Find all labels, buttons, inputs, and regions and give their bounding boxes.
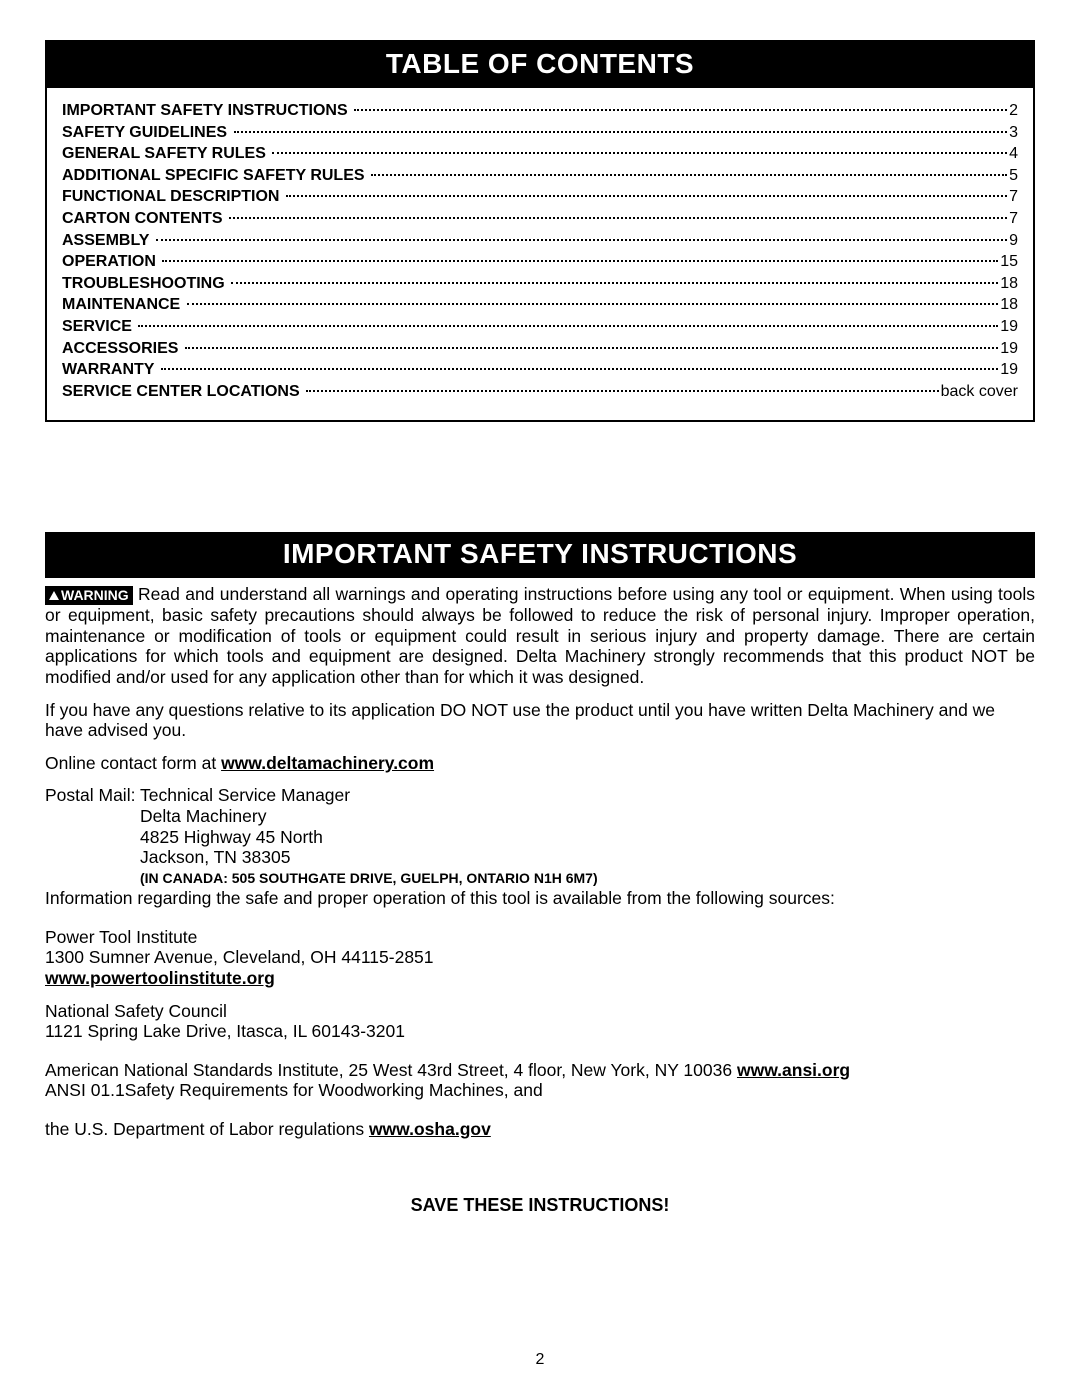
- postal-line: Postal Mail: Technical Service Manager: [45, 785, 1035, 806]
- toc-dots: [185, 347, 998, 349]
- info-sources: Information regarding the safe and prope…: [45, 888, 1035, 909]
- toc-dots: [306, 390, 939, 392]
- page-number: 2: [0, 1351, 1080, 1369]
- toc-dots: [187, 303, 999, 305]
- toc-row: OPERATION 15: [62, 251, 1018, 273]
- toc-row: IMPORTANT SAFETY INSTRUCTIONS 2: [62, 100, 1018, 122]
- ansi-line2: ANSI 01.1Safety Requirements for Woodwor…: [45, 1080, 1035, 1101]
- toc-label: WARRANTY: [62, 359, 159, 381]
- toc-label: GENERAL SAFETY RULES: [62, 143, 270, 165]
- toc-title: TABLE OF CONTENTS: [47, 42, 1033, 88]
- toc-dots: [138, 325, 998, 327]
- postal-addr-1: Delta Machinery: [45, 806, 1035, 827]
- toc-body: IMPORTANT SAFETY INSTRUCTIONS 2SAFETY GU…: [47, 88, 1033, 420]
- toc-dots: [272, 152, 1007, 154]
- toc-page: 19: [1000, 338, 1018, 360]
- canada-addr: (IN CANADA: 505 SOUTHGATE DRIVE, GUELPH,…: [45, 870, 1035, 886]
- online-link[interactable]: www.deltamachinery.com: [221, 753, 434, 773]
- toc-page: 2: [1009, 100, 1018, 122]
- warning-label: WARNING: [61, 587, 129, 603]
- osha-link[interactable]: www.osha.gov: [369, 1119, 491, 1139]
- toc-label: FUNCTIONAL DESCRIPTION: [62, 186, 284, 208]
- toc-dots: [371, 174, 1007, 176]
- toc-row: CARTON CONTENTS 7: [62, 208, 1018, 230]
- toc-row: ASSEMBLY 9: [62, 230, 1018, 252]
- toc-label: TROUBLESHOOTING: [62, 273, 229, 295]
- osha-prefix: the U.S. Department of Labor regulations: [45, 1119, 369, 1139]
- toc-label: SAFETY GUIDELINES: [62, 122, 232, 144]
- toc-label: IMPORTANT SAFETY INSTRUCTIONS: [62, 100, 352, 122]
- toc-label: ADDITIONAL SPECIFIC SAFETY RULES: [62, 165, 369, 187]
- postal-addr-2: 4825 Highway 45 North: [45, 827, 1035, 848]
- nsc-name: National Safety Council: [45, 1001, 1035, 1022]
- postal-addr-3: Jackson, TN 38305: [45, 847, 1035, 868]
- toc-page: 3: [1009, 122, 1018, 144]
- toc-dots: [234, 131, 1008, 133]
- toc-page: 15: [1000, 251, 1018, 273]
- toc-row: GENERAL SAFETY RULES 4: [62, 143, 1018, 165]
- toc-page: 7: [1009, 186, 1018, 208]
- questions-paragraph: If you have any questions relative to it…: [45, 700, 1035, 741]
- toc-dots: [286, 195, 1007, 197]
- toc-row: TROUBLESHOOTING 18: [62, 273, 1018, 295]
- toc-page: 7: [1009, 208, 1018, 230]
- toc-label: MAINTENANCE: [62, 294, 185, 316]
- toc-page: 19: [1000, 359, 1018, 381]
- toc-dots: [156, 239, 1007, 241]
- toc-row: FUNCTIONAL DESCRIPTION 7: [62, 186, 1018, 208]
- toc-label: ASSEMBLY: [62, 230, 154, 252]
- save-instructions: SAVE THESE INSTRUCTIONS!: [45, 1195, 1035, 1216]
- warning-triangle-icon: [49, 591, 59, 600]
- toc-page: 18: [1000, 273, 1018, 295]
- toc-dots: [229, 217, 1007, 219]
- toc-page: 18: [1000, 294, 1018, 316]
- online-prefix: Online contact form at: [45, 753, 221, 773]
- ansi-link[interactable]: www.ansi.org: [737, 1060, 850, 1080]
- toc-page: back cover: [941, 381, 1018, 403]
- pti-name: Power Tool Institute: [45, 927, 1035, 948]
- toc-page: 9: [1009, 230, 1018, 252]
- warning-text: Read and understand all warnings and ope…: [45, 584, 1035, 687]
- toc-page: 5: [1009, 165, 1018, 187]
- toc-row: SERVICE 19: [62, 316, 1018, 338]
- toc-row: ACCESSORIES 19: [62, 338, 1018, 360]
- toc-row: WARRANTY 19: [62, 359, 1018, 381]
- toc-page: 4: [1009, 143, 1018, 165]
- online-contact: Online contact form at www.deltamachiner…: [45, 753, 1035, 774]
- pti-addr: 1300 Sumner Avenue, Cleveland, OH 44115-…: [45, 947, 1035, 968]
- toc-container: TABLE OF CONTENTS IMPORTANT SAFETY INSTR…: [45, 40, 1035, 422]
- warning-paragraph: WARNING Read and understand all warnings…: [45, 584, 1035, 687]
- toc-label: OPERATION: [62, 251, 160, 273]
- safety-title: IMPORTANT SAFETY INSTRUCTIONS: [45, 532, 1035, 578]
- pti-link[interactable]: www.powertoolinstitute.org: [45, 968, 1035, 989]
- osha-line: the U.S. Department of Labor regulations…: [45, 1119, 1035, 1140]
- warning-badge: WARNING: [45, 586, 133, 605]
- toc-dots: [161, 368, 998, 370]
- toc-page: 19: [1000, 316, 1018, 338]
- toc-dots: [354, 109, 1007, 111]
- toc-row: MAINTENANCE 18: [62, 294, 1018, 316]
- toc-label: SERVICE: [62, 316, 136, 338]
- toc-label: CARTON CONTENTS: [62, 208, 227, 230]
- ansi-prefix: American National Standards Institute, 2…: [45, 1060, 737, 1080]
- nsc-addr: 1121 Spring Lake Drive, Itasca, IL 60143…: [45, 1021, 1035, 1042]
- toc-label: SERVICE CENTER LOCATIONS: [62, 381, 304, 403]
- toc-row: ADDITIONAL SPECIFIC SAFETY RULES 5: [62, 165, 1018, 187]
- toc-label: ACCESSORIES: [62, 338, 183, 360]
- toc-dots: [162, 260, 998, 262]
- toc-row: SAFETY GUIDELINES 3: [62, 122, 1018, 144]
- toc-row: SERVICE CENTER LOCATIONS back cover: [62, 381, 1018, 403]
- safety-section: IMPORTANT SAFETY INSTRUCTIONS WARNING Re…: [45, 532, 1035, 1215]
- ansi-line: American National Standards Institute, 2…: [45, 1060, 1035, 1081]
- toc-dots: [231, 282, 998, 284]
